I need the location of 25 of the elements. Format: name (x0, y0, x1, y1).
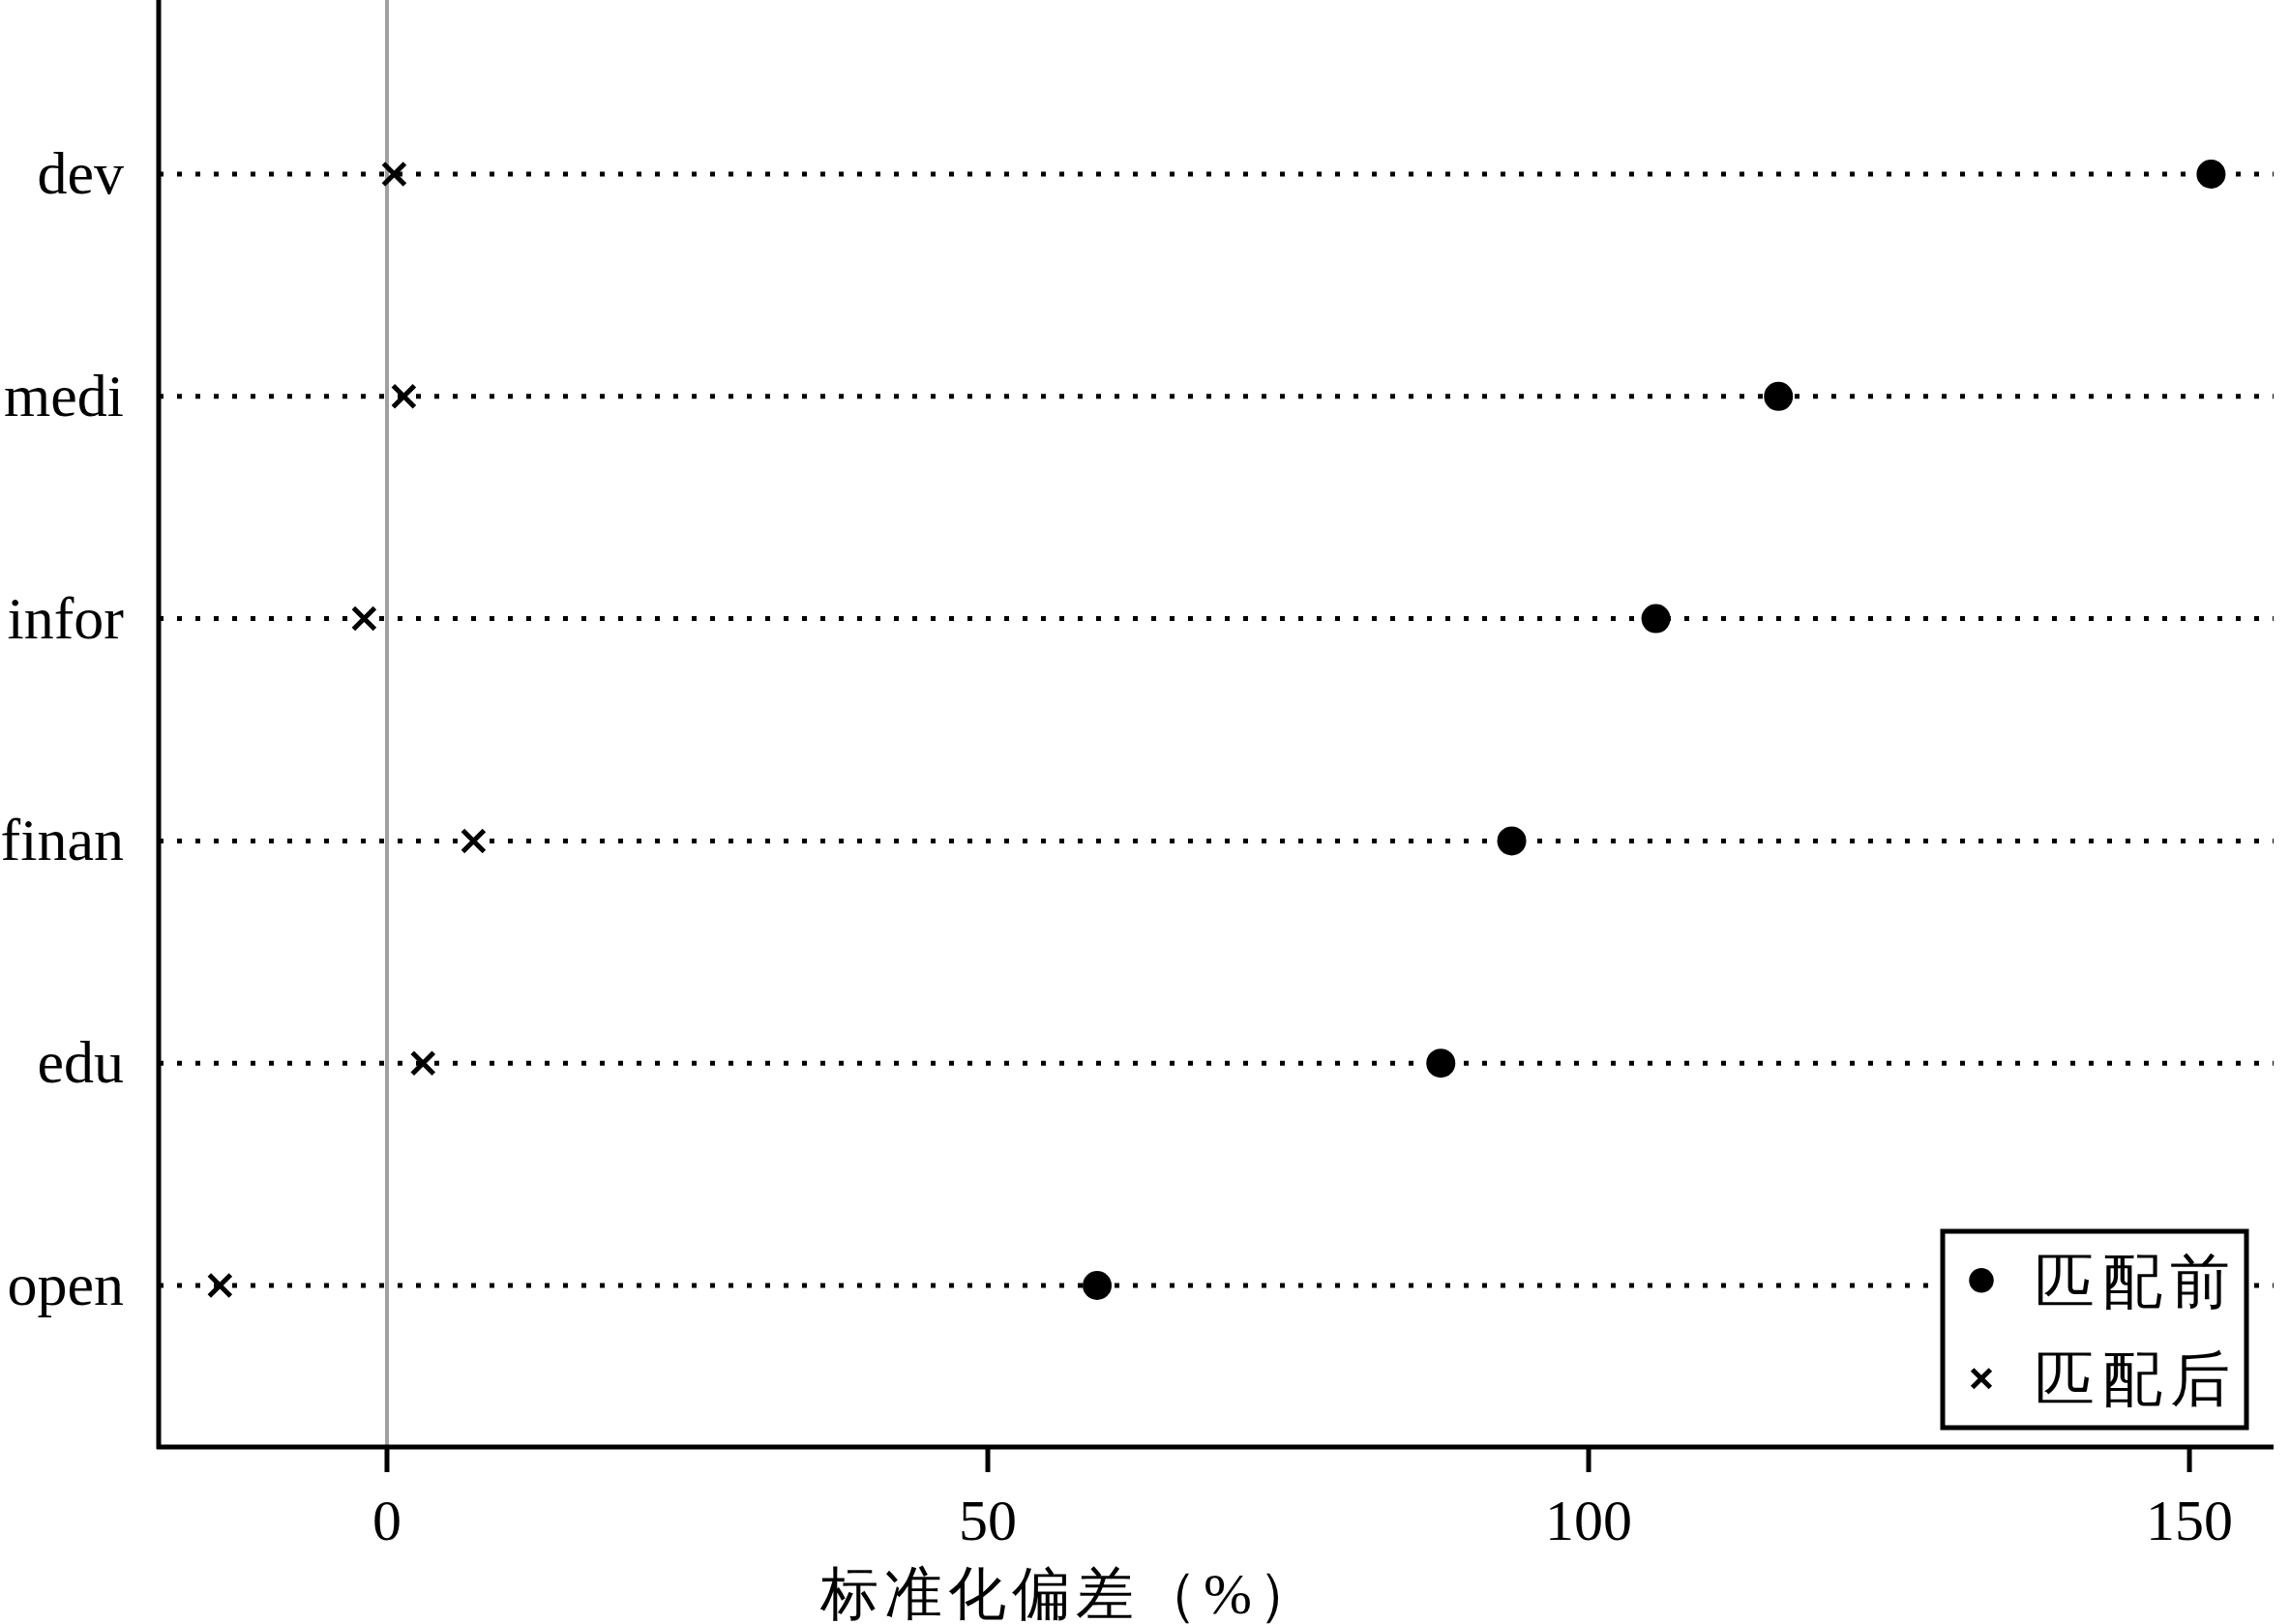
legend-label: 匹配前 (2035, 1248, 2238, 1314)
point (460, 827, 487, 854)
point (206, 1272, 233, 1299)
point (350, 605, 377, 633)
point (1764, 381, 1794, 411)
x-tick-label: 100 (1545, 1489, 1633, 1552)
point (1641, 604, 1671, 634)
x-tick-label: 0 (372, 1489, 401, 1552)
point (380, 161, 407, 188)
y-tick-label: infor (7, 584, 125, 651)
point (2196, 160, 2226, 189)
legend-label: 匹配后 (2035, 1346, 2238, 1413)
point (409, 1049, 436, 1077)
y-tick-label: finan (0, 807, 124, 873)
y-tick-label: open (7, 1252, 124, 1317)
x-tick-label: 50 (959, 1489, 1018, 1552)
point (1426, 1048, 1456, 1078)
x-tick-label: 150 (2146, 1489, 2234, 1552)
point (390, 383, 417, 410)
x-axis-title: 标准化偏差（%） (819, 1562, 1322, 1624)
point (1497, 826, 1527, 856)
y-tick-label: medi (4, 362, 124, 428)
point (1083, 1271, 1113, 1300)
y-tick-label: edu (37, 1029, 124, 1096)
y-tick-label: dev (37, 140, 124, 206)
